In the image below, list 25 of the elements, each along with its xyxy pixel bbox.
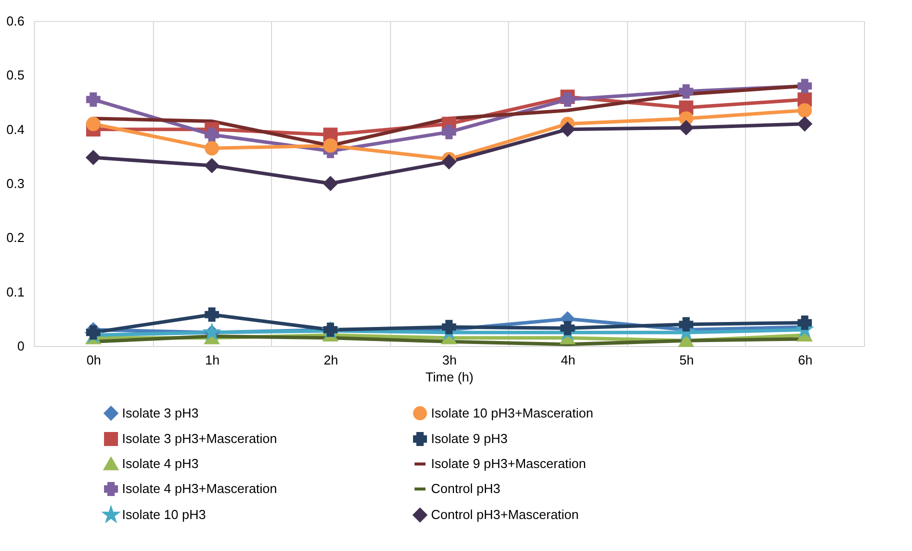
legend-label: Isolate 9 pH3	[431, 431, 508, 446]
x-tick-label: 5h	[679, 352, 694, 368]
legend-label: Isolate 3 pH3	[122, 405, 199, 420]
x-tick-label: 2h	[324, 352, 338, 368]
x-tick-label: 1h	[205, 352, 220, 368]
x-tick-label: 6h	[798, 352, 812, 368]
y-tick-label: 0.5	[6, 68, 24, 83]
legend-label: Isolate 10 pH3+Masceration	[431, 405, 594, 420]
legend-label: Control pH3+Masceration	[431, 507, 579, 522]
y-tick-label: 0	[17, 338, 24, 354]
legend-label: Isolate 10 pH3	[122, 507, 206, 522]
x-tick-label: 0h	[86, 352, 102, 368]
x-tick-label: 3h	[442, 352, 457, 368]
y-tick-label: 0.3	[6, 176, 24, 191]
legend-label: Control pH3	[431, 481, 500, 496]
legend-label: Isolate 9 pH3+Masceration	[431, 456, 586, 471]
y-tick-label: 0.4	[6, 122, 24, 137]
x-tick-label: 4h	[560, 352, 576, 368]
legend-label: Isolate 4 pH3+Masceration	[122, 481, 278, 496]
y-tick-label: 0.6	[6, 14, 24, 28]
x-axis-title: Time (h)	[426, 370, 474, 384]
legend-label: Isolate 3 pH3+Masceration	[122, 431, 278, 446]
legend-label: Isolate 4 pH3	[122, 456, 199, 471]
y-tick-label: 0.1	[6, 284, 24, 300]
y-tick-label: 0.2	[6, 230, 24, 246]
